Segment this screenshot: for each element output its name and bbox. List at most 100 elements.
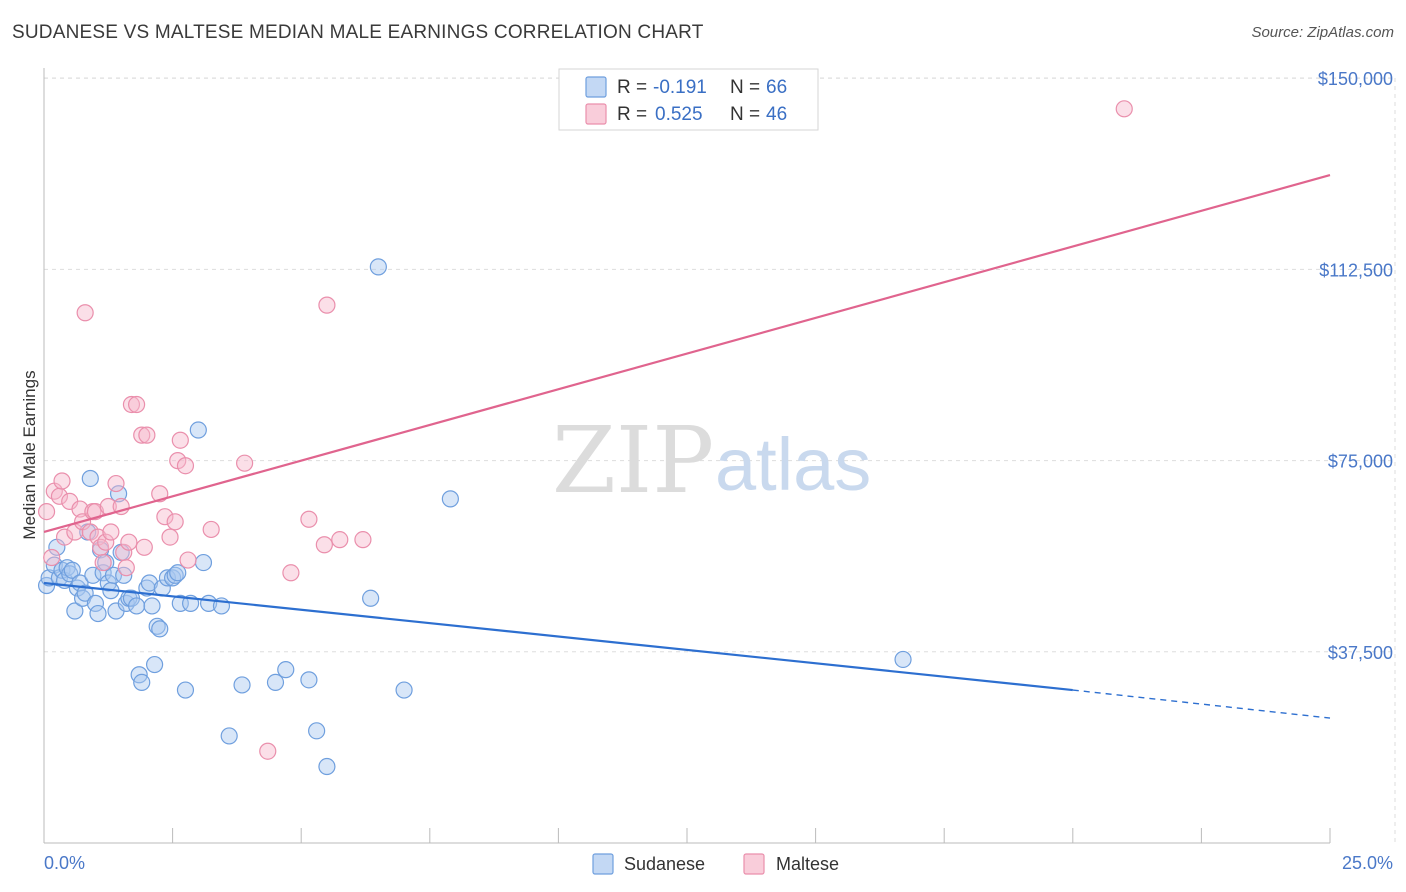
- legend-r-value-sudanese: -0.191: [653, 77, 707, 98]
- maltese-point: [76, 304, 94, 322]
- bottom-legend-swatch-maltese: [743, 853, 765, 875]
- x-tick-label-max: 25.0%: [1342, 853, 1393, 873]
- maltese-point: [133, 426, 151, 444]
- bottom-legend: Sudanese Maltese: [592, 853, 839, 875]
- sudanese-point: [362, 589, 380, 607]
- legend-n-label-maltese: N =: [730, 104, 760, 125]
- maltese-point: [135, 538, 153, 556]
- sudanese-point: [143, 597, 161, 615]
- maltese-point: [300, 510, 318, 528]
- trend-lines: [43, 174, 1331, 719]
- x-tick-labels: 0.0% 25.0%: [44, 853, 1393, 873]
- sudanese-point: [63, 561, 81, 579]
- maltese-point: [107, 474, 125, 493]
- sudanese-point: [176, 681, 195, 699]
- sudanese-point: [166, 566, 184, 584]
- maltese-point: [43, 548, 61, 567]
- maltese-point: [282, 564, 300, 582]
- legend-n-label-sudanese: N =: [730, 77, 760, 98]
- maltese-point: [127, 395, 146, 414]
- sudanese-point: [145, 655, 164, 674]
- sudanese-point: [220, 727, 238, 745]
- sudanese-point: [318, 757, 336, 776]
- sudanese-point: [308, 722, 326, 740]
- x-tick-label-min: 0.0%: [44, 853, 85, 873]
- maltese-point: [354, 531, 372, 549]
- maltese-point: [179, 551, 197, 569]
- sudanese-point: [266, 673, 285, 692]
- maltese-point: [122, 395, 141, 414]
- maltese-point: [161, 528, 179, 546]
- maltese-point: [37, 503, 56, 521]
- y-tick-label: $37,500: [1328, 643, 1393, 663]
- sudanese-point: [395, 681, 413, 699]
- legend-r-label-sudanese: R =: [617, 77, 647, 98]
- axes: [43, 68, 1331, 844]
- sudanese-point: [233, 676, 251, 694]
- bottom-legend-label-maltese: Maltese: [776, 854, 839, 874]
- sudanese-point: [441, 490, 459, 508]
- sudanese-point: [76, 584, 94, 602]
- sudanese-point: [369, 258, 387, 276]
- maltese-point: [53, 472, 71, 490]
- y-axis-label: Median Male Earnings: [20, 370, 39, 539]
- sudanese-trend-extension: [1072, 689, 1331, 719]
- sudanese-point: [148, 617, 166, 635]
- legend: R = -0.191 N = 66 R = 0.525 N = 46: [558, 68, 819, 131]
- chart-title: SUDANESE VS MALTESE MEDIAN MALE EARNINGS…: [12, 22, 704, 43]
- maltese-point: [331, 531, 349, 549]
- legend-n-value-maltese: 46: [766, 104, 787, 125]
- maltese-trend-line: [43, 174, 1331, 534]
- maltese-point: [236, 454, 254, 472]
- maltese-point: [171, 431, 189, 449]
- maltese-point: [156, 508, 174, 526]
- maltese-point: [117, 559, 135, 577]
- maltese-point: [259, 742, 277, 760]
- legend-swatch-maltese: [585, 103, 607, 125]
- maltese-point: [120, 533, 138, 551]
- sudanese-point: [194, 553, 213, 572]
- maltese-point: [138, 426, 156, 444]
- maltese-point: [202, 520, 220, 539]
- maltese-point: [55, 528, 74, 546]
- maltese-point: [97, 533, 115, 551]
- sudanese-point: [133, 673, 151, 692]
- legend-r-value-maltese: 0.525: [655, 104, 703, 125]
- y-tick-label: $150,000: [1318, 69, 1393, 89]
- sudanese-point: [164, 569, 182, 587]
- sudanese-point: [189, 421, 207, 439]
- sudanese-point: [84, 566, 102, 584]
- sudanese-point: [140, 574, 159, 592]
- sudanese-point: [277, 661, 295, 679]
- sudanese-point: [94, 564, 112, 582]
- y-tick-label: $75,000: [1328, 452, 1393, 472]
- maltese-point: [1115, 100, 1133, 118]
- legend-n-value-sudanese: 66: [766, 77, 787, 98]
- maltese-point: [315, 536, 333, 554]
- maltese-point: [94, 553, 112, 572]
- source-label: Source: ZipAtlas.com: [1251, 24, 1394, 41]
- watermark: ZIP atlas: [552, 407, 871, 514]
- maltese-point: [176, 457, 195, 475]
- sudanese-point: [127, 597, 146, 615]
- y-tick-label: $112,500: [1319, 260, 1393, 280]
- sudanese-point: [151, 620, 169, 638]
- sudanese-point: [300, 671, 318, 689]
- sudanese-point: [109, 485, 128, 503]
- sudanese-point: [169, 564, 187, 582]
- sudanese-point: [86, 594, 105, 612]
- watermark-atlas: atlas: [715, 423, 871, 506]
- y-tick-labels: $37,500 $75,000 $112,500 $150,000: [1318, 69, 1393, 663]
- watermark-zip: ZIP: [552, 407, 714, 514]
- sudanese-point: [89, 604, 107, 623]
- sudanese-trend-line: [43, 581, 1073, 692]
- sudanese-point: [81, 469, 99, 488]
- maltese-point: [102, 523, 120, 541]
- maltese-point: [318, 296, 336, 314]
- legend-swatch-sudanese: [585, 76, 607, 98]
- maltese-points: [37, 100, 1133, 760]
- sudanese-point: [894, 650, 912, 669]
- sudanese-points: [37, 258, 912, 776]
- sudanese-point: [66, 602, 84, 620]
